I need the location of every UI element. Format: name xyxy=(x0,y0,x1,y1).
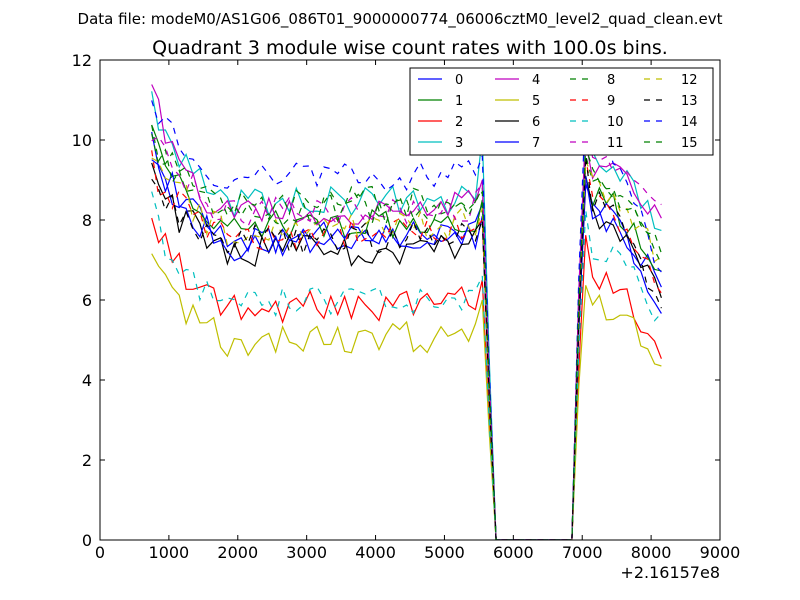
x-tick-label: 9000 xyxy=(700,543,741,562)
series-line-5 xyxy=(151,253,662,540)
series-line-13 xyxy=(151,156,662,540)
y-tick-label: 4 xyxy=(82,371,92,390)
legend-label-11: 11 xyxy=(607,136,624,151)
x-tick-label: 0 xyxy=(95,543,105,562)
series-line-15 xyxy=(151,133,662,540)
legend-label-12: 12 xyxy=(681,73,698,88)
legend-label-2: 2 xyxy=(455,115,463,130)
legend-label-5: 5 xyxy=(532,94,540,109)
x-tick-label: 3000 xyxy=(286,543,327,562)
series-line-11 xyxy=(151,125,662,540)
series-line-7 xyxy=(151,131,662,540)
y-tick-label: 8 xyxy=(82,211,92,230)
x-tick-label: 6000 xyxy=(493,543,534,562)
x-tick-label: 1000 xyxy=(149,543,190,562)
axis-ticks: 0 1000 2000 3000 4000 5000 6000 7000 8000 9000 0 2 4… xyxy=(72,51,741,562)
x-tick-label: 8000 xyxy=(631,543,672,562)
plot-area xyxy=(151,84,662,540)
series-line-8 xyxy=(151,125,662,540)
legend-label-4: 4 xyxy=(532,73,540,88)
legend-label-13: 13 xyxy=(681,94,698,109)
x-tick-label: 7000 xyxy=(562,543,603,562)
legend-label-6: 6 xyxy=(532,115,540,130)
series-line-2 xyxy=(151,217,662,540)
series-line-10 xyxy=(151,191,662,540)
y-tick-label: 10 xyxy=(72,131,92,150)
chart-title: Quadrant 3 module wise count rates with … xyxy=(152,37,668,59)
y-tick-label: 0 xyxy=(82,531,92,550)
legend-label-8: 8 xyxy=(607,73,615,88)
legend-label-10: 10 xyxy=(607,115,624,130)
x-offset-label: +2.16157e8 xyxy=(620,563,720,582)
legend-label-3: 3 xyxy=(455,136,463,151)
legend-label-0: 0 xyxy=(455,73,463,88)
y-tick-label: 2 xyxy=(82,451,92,470)
y-tick-label: 6 xyxy=(82,291,92,310)
legend-label-9: 9 xyxy=(607,94,615,109)
legend-label-1: 1 xyxy=(455,94,463,109)
legend-label-7: 7 xyxy=(532,136,540,151)
x-tick-label: 2000 xyxy=(217,543,258,562)
suptitle: Data file: modeM0/AS1G06_086T01_90000007… xyxy=(78,10,723,29)
legend-label-14: 14 xyxy=(681,115,698,130)
y-tick-label: 12 xyxy=(72,51,92,70)
x-tick-label: 4000 xyxy=(355,543,396,562)
series-line-9 xyxy=(151,150,662,540)
x-tick-label: 5000 xyxy=(424,543,465,562)
legend-box xyxy=(409,67,714,156)
legend-label-15: 15 xyxy=(681,136,698,151)
